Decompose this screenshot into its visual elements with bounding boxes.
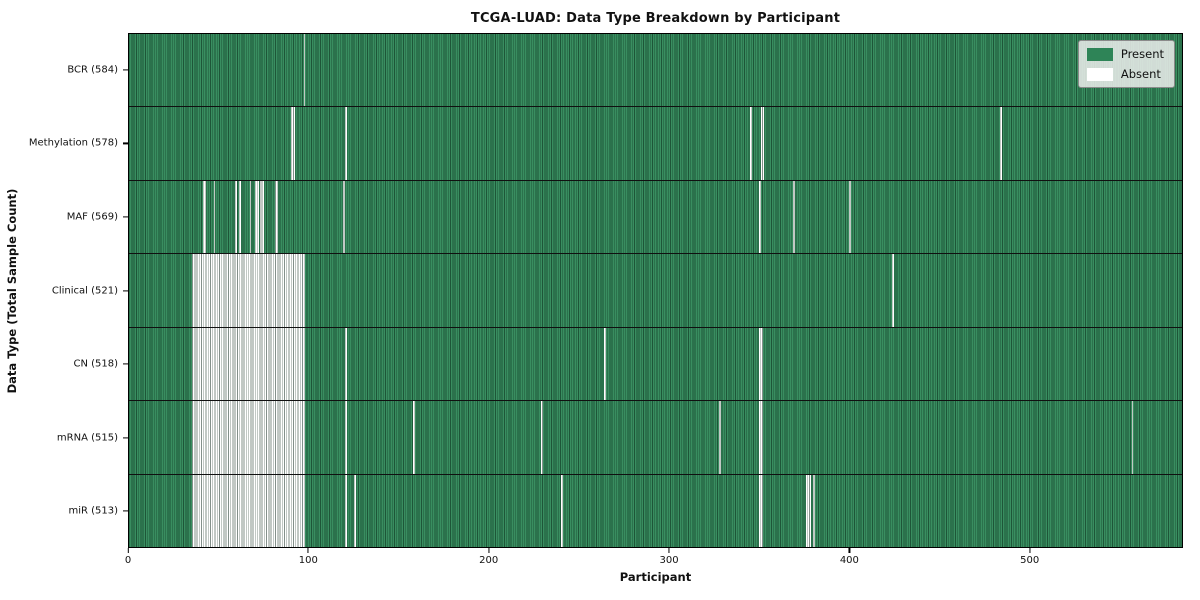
absent-region (759, 180, 761, 254)
x-tick-label: 500 (1020, 554, 1040, 566)
legend-label-present: Present (1120, 47, 1164, 61)
heatmap-row-methylation (129, 107, 1182, 181)
y-tick-mark (123, 142, 128, 144)
absent-region (759, 327, 763, 401)
absent-region (213, 180, 216, 254)
absent-region (805, 474, 812, 547)
x-tick: 500 (1020, 548, 1039, 566)
x-tick: 0 (125, 548, 131, 566)
absent-region (249, 180, 252, 254)
x-tick-mark (1029, 548, 1031, 553)
legend-entry-present: Present (1086, 47, 1164, 61)
chart-title: TCGA-LUAD: Data Type Breakdown by Partic… (470, 11, 841, 26)
absent-region (192, 327, 306, 401)
heatmap-row-maf (129, 180, 1182, 255)
absent-region (1131, 401, 1134, 474)
x-tick-mark (488, 548, 490, 553)
heatmap-rows (129, 34, 1182, 547)
absent-region (561, 474, 563, 547)
absent-swatch-icon (1086, 67, 1113, 81)
x-axis: 0 100 200 300 400 500 (125, 548, 1183, 570)
heatmap-row-cn (129, 327, 1182, 402)
absent-region (813, 474, 815, 547)
absent-region (760, 107, 765, 180)
absent-region (849, 180, 851, 254)
absent-region (759, 474, 763, 547)
absent-region (892, 254, 894, 327)
heatmap-row-mir (129, 474, 1182, 547)
y-tick-mark (123, 510, 128, 512)
absent-region (343, 180, 345, 254)
absent-region (1000, 107, 1002, 180)
absent-region (202, 180, 207, 254)
absent-region (192, 474, 306, 547)
absent-region (345, 327, 347, 401)
absent-region (345, 107, 347, 180)
absent-region (413, 401, 416, 474)
heatmap-row-clinical (129, 254, 1182, 328)
absent-region (192, 254, 306, 327)
y-tick-label: BCR (584) (67, 64, 118, 76)
legend-label-absent: Absent (1120, 67, 1161, 81)
y-tick-mark (123, 363, 128, 365)
legend: Present Absent (1077, 40, 1175, 88)
absent-region (238, 180, 241, 254)
x-tick: 300 (659, 548, 679, 566)
heatmap-row-mrna (129, 401, 1182, 475)
absent-region (235, 180, 237, 254)
y-tick-label: miR (513) (68, 505, 118, 517)
legend-entry-absent: Absent (1086, 67, 1164, 81)
absent-region (345, 474, 347, 547)
absent-region (192, 401, 306, 474)
x-tick-mark (848, 548, 850, 553)
present-swatch-icon (1086, 47, 1113, 61)
heatmap-row-bcr (129, 34, 1182, 108)
absent-region (793, 180, 795, 254)
x-tick-label: 100 (298, 554, 318, 566)
absent-region (260, 180, 264, 254)
x-tick-mark (668, 548, 670, 553)
y-tick-mark (123, 69, 128, 71)
y-axis: BCR (584) Methylation (578) MAF (569) Clini… (0, 33, 128, 548)
absent-region (541, 401, 543, 474)
absent-region (354, 474, 356, 547)
y-tick-label: mRNA (515) (56, 432, 118, 444)
y-tick-label: Methylation (578) (28, 137, 118, 149)
absent-region (303, 34, 306, 107)
plot-area: Present Absent (128, 33, 1183, 548)
x-tick-label: 0 (124, 554, 132, 566)
x-tick-label: 200 (479, 554, 499, 566)
x-tick: 200 (479, 548, 498, 566)
absent-region (274, 180, 279, 254)
absent-region (604, 327, 606, 401)
x-tick-mark (127, 548, 129, 553)
x-tick-label: 300 (659, 554, 679, 566)
absent-region (345, 401, 347, 474)
absent-region (750, 107, 752, 180)
x-tick: 100 (299, 548, 318, 566)
absent-region (255, 180, 259, 254)
x-tick: 400 (840, 548, 859, 566)
x-tick-label: 400 (839, 554, 859, 566)
x-tick-mark (307, 548, 309, 553)
absent-region (719, 401, 722, 474)
y-tick-label: MAF (569) (66, 211, 118, 223)
y-tick-mark (123, 437, 128, 439)
x-axis-label: Participant (619, 570, 692, 584)
y-tick-mark (123, 216, 128, 218)
y-tick-label: CN (518) (73, 358, 118, 370)
y-tick-label: Clinical (521) (51, 285, 118, 296)
absent-region (291, 107, 295, 180)
absent-region (759, 401, 763, 474)
y-tick-mark (123, 289, 128, 292)
